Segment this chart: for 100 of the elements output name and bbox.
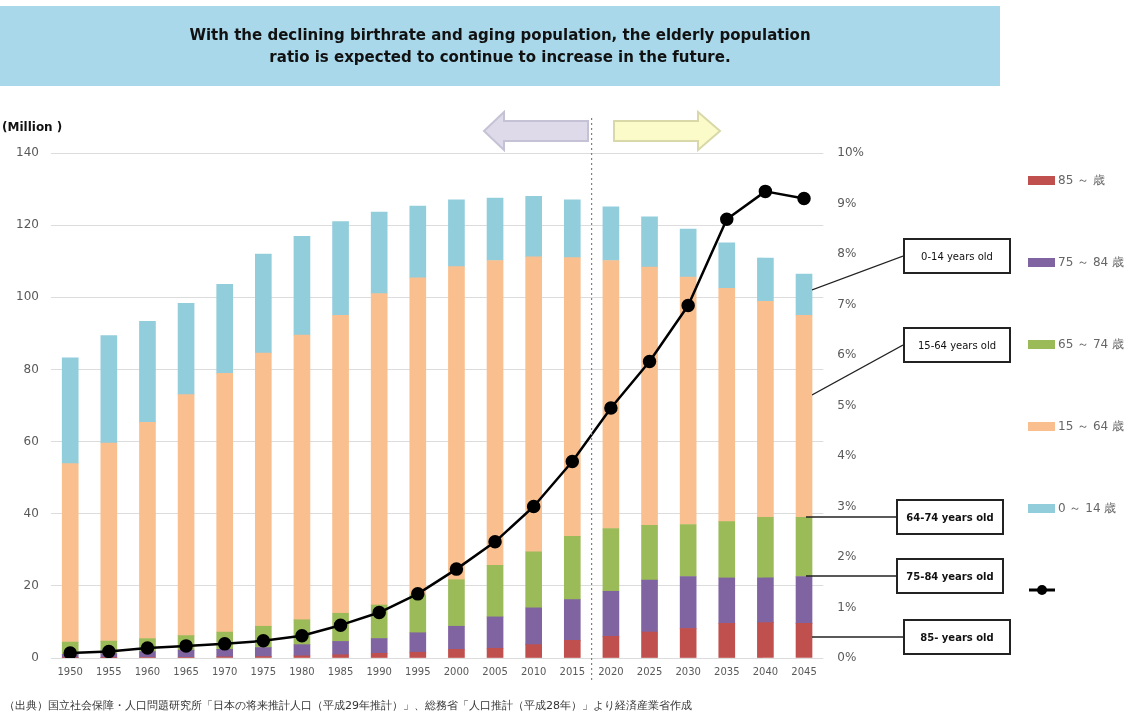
- point: [642, 354, 657, 369]
- x-tick-label: 1970: [211, 665, 238, 677]
- bar: [293, 644, 311, 657]
- text: （出典）国立社会保障・人口問題研究所「日本の将来推計人口（平成29年推計）」、総務省「人口推計（平成28年）」より経済産業省作成: [4, 698, 692, 713]
- y-tick-label: 100: [16, 289, 39, 304]
- bar: [100, 442, 118, 642]
- y-tick-label: 0: [31, 650, 39, 665]
- bar: [757, 257, 774, 302]
- bar: [139, 422, 156, 639]
- x-tick-label: 1965: [173, 665, 199, 677]
- y2-tick-label: 5%: [837, 397, 857, 412]
- y2-tick-label: 4%: [837, 448, 857, 463]
- bar: [254, 253, 272, 354]
- bar: [216, 283, 234, 374]
- bar: [448, 625, 465, 650]
- bar: [641, 631, 658, 658]
- bar: [718, 287, 736, 522]
- bar: [448, 266, 465, 581]
- y-tick-label: 120: [16, 217, 39, 232]
- y2-tick-label: 0%: [837, 650, 857, 665]
- bar: [679, 576, 697, 629]
- x-tick-label: 1975: [250, 665, 277, 677]
- bar: [486, 197, 504, 261]
- bar: [486, 260, 504, 566]
- x-tick-label: 1985: [327, 665, 354, 677]
- x-tick-label: 2045: [791, 665, 817, 677]
- bar: [641, 579, 658, 633]
- x-tick-label: 1980: [289, 665, 315, 677]
- annotation: 64-74 years old: [896, 499, 1005, 536]
- legend-label: 65 ～ 74 歳: [1058, 335, 1124, 353]
- bar: [332, 221, 349, 316]
- y2-tick-label: 2%: [837, 549, 857, 564]
- bar: [525, 607, 542, 645]
- bar: [293, 334, 311, 621]
- y2-tick-label: 3%: [837, 498, 857, 513]
- point: [681, 298, 695, 313]
- bar: [409, 205, 427, 279]
- bar: [216, 373, 234, 633]
- bar: [795, 623, 813, 658]
- legend-label: 85 ～ 歳: [1058, 171, 1105, 189]
- y-tick-label: 80: [23, 361, 39, 376]
- bar: [61, 463, 79, 643]
- bar: [293, 236, 311, 336]
- bar: [525, 644, 542, 658]
- bar: [757, 300, 774, 518]
- point: [411, 587, 425, 601]
- bar: [641, 266, 658, 526]
- bar: [448, 199, 465, 267]
- bar: [409, 277, 427, 596]
- bar: [602, 260, 620, 529]
- bar: [679, 524, 697, 577]
- bar: [61, 357, 79, 464]
- point: [372, 605, 386, 620]
- bar: [563, 536, 581, 600]
- bar: [409, 632, 427, 653]
- x-tick-label: 2040: [752, 665, 779, 677]
- x-tick-label: 1960: [134, 665, 161, 677]
- legend-label: 75 ～ 84 歳: [1058, 253, 1124, 271]
- point: [604, 401, 618, 415]
- legend-label: 15 ～ 64 歳: [1058, 417, 1124, 435]
- bar: [563, 199, 581, 258]
- x-tick-label: 2005: [482, 665, 508, 677]
- bar: [602, 528, 620, 592]
- bar: [254, 647, 272, 657]
- x-tick-label: 2010: [520, 665, 547, 677]
- bar: [332, 654, 349, 658]
- text: 0-14 years old: [903, 238, 1011, 274]
- bar: [332, 641, 349, 656]
- x-tick-label: 1955: [96, 665, 122, 677]
- bar: [718, 623, 736, 658]
- bar: [641, 216, 658, 268]
- point: [449, 562, 464, 576]
- x-tick-label: 2020: [598, 665, 624, 677]
- bar: [370, 211, 388, 295]
- bar: [718, 521, 736, 579]
- bar: [795, 314, 813, 518]
- bar: [795, 516, 813, 577]
- annotation: 75-84 years old: [896, 558, 1005, 595]
- x-tick-label: 2000: [443, 665, 470, 677]
- bar: [370, 652, 388, 658]
- x-tick-label: 2035: [714, 665, 740, 677]
- x-tick-label: 2030: [675, 665, 701, 677]
- y-tick-label: 60: [23, 433, 39, 448]
- bar: [409, 651, 427, 658]
- x-tick-label: 2025: [636, 665, 663, 677]
- bar: [486, 616, 504, 649]
- bar: [679, 276, 697, 525]
- bar: [370, 293, 388, 606]
- bar: [757, 622, 774, 658]
- bar: [254, 352, 272, 627]
- x-tick-label: 2015: [559, 665, 586, 677]
- bar: [448, 579, 465, 627]
- bar: [525, 195, 542, 258]
- y-tick-label: 140: [16, 145, 39, 160]
- text: 15-64 years old: [903, 327, 1011, 363]
- bar: [216, 649, 234, 658]
- y2-tick-label: 1%: [837, 599, 857, 614]
- point: [488, 535, 502, 549]
- y-tick-label: 20: [23, 577, 39, 592]
- bar: [100, 335, 118, 444]
